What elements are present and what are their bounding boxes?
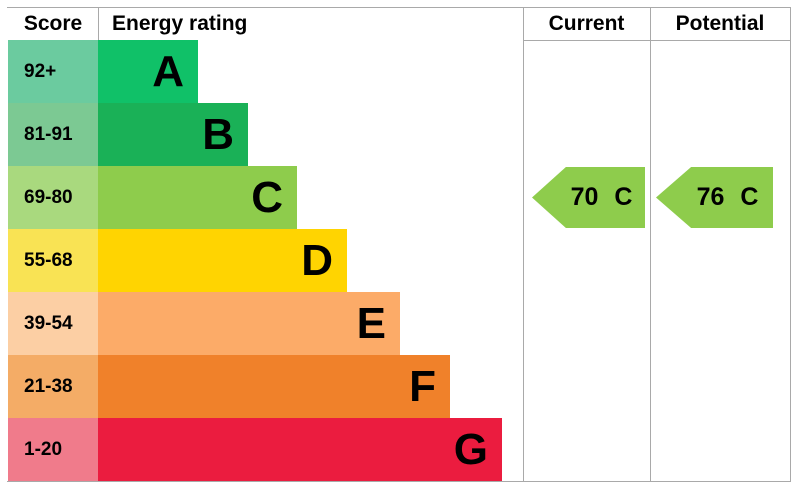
score-cell: 81-91 (8, 103, 98, 166)
band-bar: D (98, 229, 347, 292)
table-right-border (790, 7, 791, 482)
score-cell: 55-68 (8, 229, 98, 292)
potential-rating-band: C (740, 183, 759, 211)
rating-row-b: 81-91 B (0, 103, 523, 166)
rating-row-c: 69-80 C (0, 166, 523, 229)
potential-rating-arrow: 76 C (656, 167, 773, 228)
potential-rating-value: 76 (696, 183, 725, 211)
score-cell: 92+ (8, 40, 98, 103)
rating-rows: 92+ A 81-91 B 69-80 C 55-68 D 39-54 E 21… (0, 40, 523, 481)
rating-row-f: 21-38 F (0, 355, 523, 418)
potential-column-divider (650, 7, 651, 482)
current-column-header: Current (548, 12, 625, 35)
potential-column-header: Potential (675, 12, 765, 35)
table-top-border (7, 7, 791, 8)
header-bottom-border (523, 40, 790, 41)
band-bar: B (98, 103, 248, 166)
band-bar: A (98, 40, 198, 103)
score-column-header: Score (23, 12, 83, 35)
score-cell: 1-20 (8, 418, 98, 481)
current-column-divider (523, 7, 524, 482)
score-column-divider (98, 7, 99, 40)
score-cell: 69-80 (8, 166, 98, 229)
energy-rating-column-header: Energy rating (112, 12, 248, 35)
band-bar: C (98, 166, 297, 229)
table-bottom-border (7, 481, 791, 482)
rating-row-d: 55-68 D (0, 229, 523, 292)
rating-row-e: 39-54 E (0, 292, 523, 355)
band-bar: E (98, 292, 400, 355)
rating-row-a: 92+ A (0, 40, 523, 103)
band-bar: F (98, 355, 450, 418)
current-rating-band: C (614, 183, 633, 211)
rating-row-g: 1-20 G (0, 418, 523, 481)
band-bar: G (98, 418, 502, 481)
score-cell: 21-38 (8, 355, 98, 418)
current-rating-value: 70 (570, 183, 599, 211)
score-cell: 39-54 (8, 292, 98, 355)
current-rating-arrow: 70 C (532, 167, 645, 228)
